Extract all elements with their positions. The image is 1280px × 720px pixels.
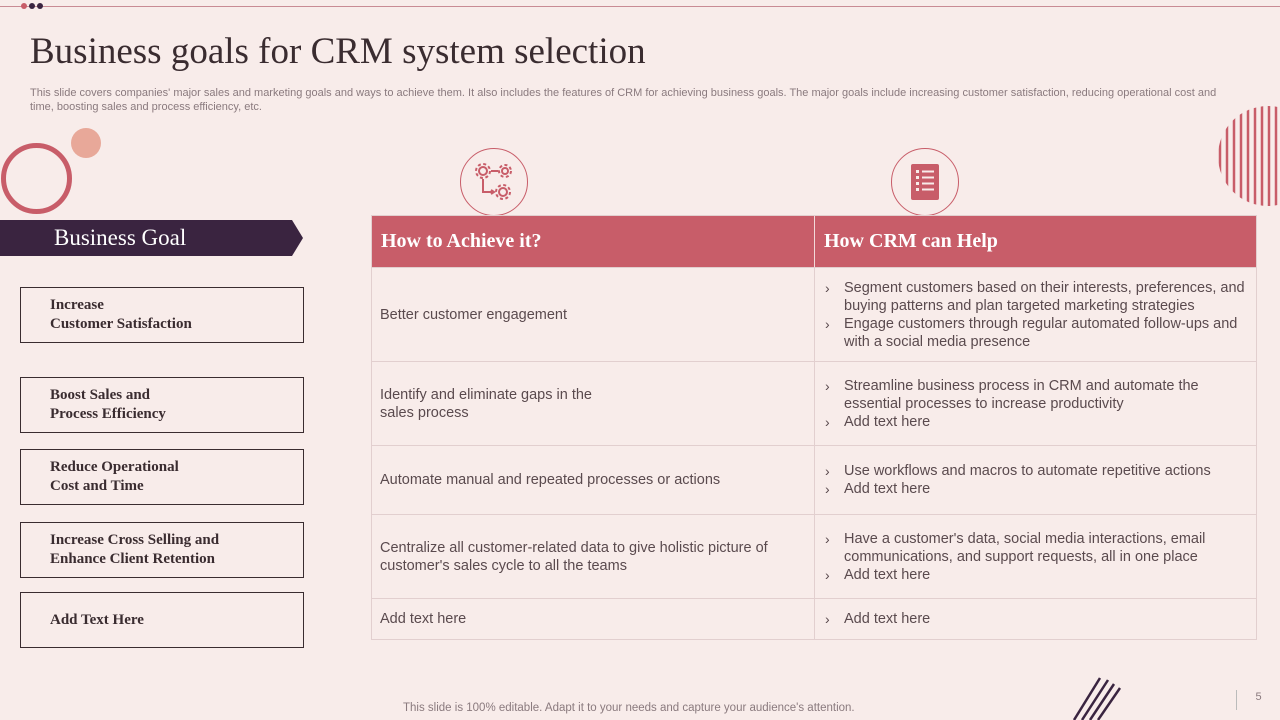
list-item: › Add text here [825,481,931,497]
list-item: › Engage customers through regular automa… [825,315,1238,350]
help-cell: › Have a customer's data, social media in… [815,515,1256,598]
chevron-right-icon: › [825,566,830,583]
help-cell: › Streamline business process in CRM and … [815,362,1256,445]
goal-label: Increase Customer Satisfaction [50,297,192,332]
list-item: › Add text here [825,413,931,430]
footer-note: This slide is 100% editable. Adapt it to… [403,702,855,714]
table-row: Identify and eliminate gaps in the sales… [372,361,1256,445]
chevron-right-icon: › [825,413,830,430]
achieve-cell: Add text here [372,599,815,639]
list-item: › Segment customers based on their intere… [825,279,1245,314]
goal-box: Increase Cross Selling and Enhance Clien… [20,522,304,578]
goal-label: Add Text Here [50,611,144,628]
chevron-right-icon: › [825,530,830,547]
list-item: › Use workflows and macros to automate re… [825,463,1211,479]
list-item: › Streamline business process in CRM and … [825,377,1199,412]
table-row: Centralize all customer-related data to … [372,514,1256,598]
chevron-right-icon: › [825,463,830,479]
chevron-right-icon: › [825,279,830,296]
process-gears-icon [460,148,528,216]
decorative-dot [71,128,101,158]
goal-label: Reduce Operational Cost and Time [50,459,179,494]
chevron-right-icon: › [825,611,830,627]
header-how-to-achieve: How to Achieve it? [372,216,815,267]
table-row: Add text here › Add text here [372,598,1256,639]
goal-box: Boost Sales and Process Efficiency [20,377,304,433]
corner-dots [21,3,43,9]
list-item: › Add text here [825,611,931,627]
top-divider [0,6,1280,7]
business-goal-header: Business Goal [0,220,303,256]
table-row: Better customer engagement › Segment cust… [372,267,1256,361]
slide-title: Business goals for CRM system selection [30,31,646,72]
help-cell: › Use workflows and macros to automate re… [815,446,1256,514]
chevron-right-icon: › [825,481,830,497]
checklist-document-icon [891,148,959,216]
goal-label: Boost Sales and Process Efficiency [50,387,166,422]
chevron-right-icon: › [825,377,830,394]
decorative-slashes [1072,677,1122,720]
goal-box: Reduce Operational Cost and Time [20,449,304,505]
help-cell: › Segment customers based on their intere… [815,268,1256,361]
decorative-ring [1,143,72,214]
list-item: › Have a customer's data, social media in… [825,530,1206,565]
goal-box: Add Text Here [20,592,304,648]
goal-box: Increase Customer Satisfaction [20,287,304,343]
table-header-row: How to Achieve it? How CRM can Help [372,216,1256,267]
list-item: › Add text here [825,566,931,583]
goal-label: Increase Cross Selling and Enhance Clien… [50,532,220,567]
achieve-cell: Automate manual and repeated processes o… [372,446,815,514]
achieve-cell: Better customer engagement [372,268,815,361]
slide-subtitle: This slide covers companies' major sales… [30,87,1217,113]
table-row: Automate manual and repeated processes o… [372,445,1256,514]
crm-goals-table: How to Achieve it? How CRM can Help Bett… [371,215,1257,640]
chevron-right-icon: › [825,315,830,332]
page-number: 5 [1236,690,1280,710]
decorative-stripes [1218,106,1278,206]
achieve-cell: Identify and eliminate gaps in the sales… [372,362,815,445]
achieve-cell: Centralize all customer-related data to … [372,515,815,598]
help-cell: › Add text here [815,599,1256,639]
header-how-crm-can-help: How CRM can Help [824,230,998,252]
